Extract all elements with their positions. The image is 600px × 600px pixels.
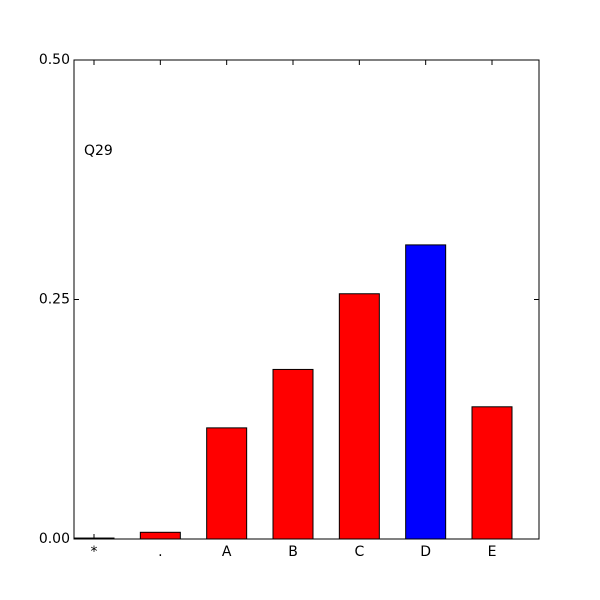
bar bbox=[206, 427, 248, 540]
bar bbox=[338, 293, 380, 540]
y-tick-label: 0.25 bbox=[39, 292, 70, 308]
x-tick-label: E bbox=[488, 544, 497, 560]
x-tick-label: C bbox=[354, 544, 364, 560]
x-tick-label: B bbox=[288, 544, 298, 560]
x-tick-label: * bbox=[91, 544, 98, 560]
x-tick-label: . bbox=[158, 544, 162, 560]
bar bbox=[405, 244, 447, 540]
bar bbox=[471, 406, 513, 540]
plot-frame bbox=[73, 59, 540, 540]
bar bbox=[139, 531, 181, 540]
annotation: Q29 bbox=[84, 143, 113, 159]
y-tick-label: 0.00 bbox=[39, 531, 70, 547]
bar bbox=[272, 368, 314, 540]
x-tick-label: A bbox=[222, 544, 232, 560]
x-tick-label: D bbox=[420, 544, 431, 560]
y-tick-label: 0.50 bbox=[39, 52, 70, 68]
